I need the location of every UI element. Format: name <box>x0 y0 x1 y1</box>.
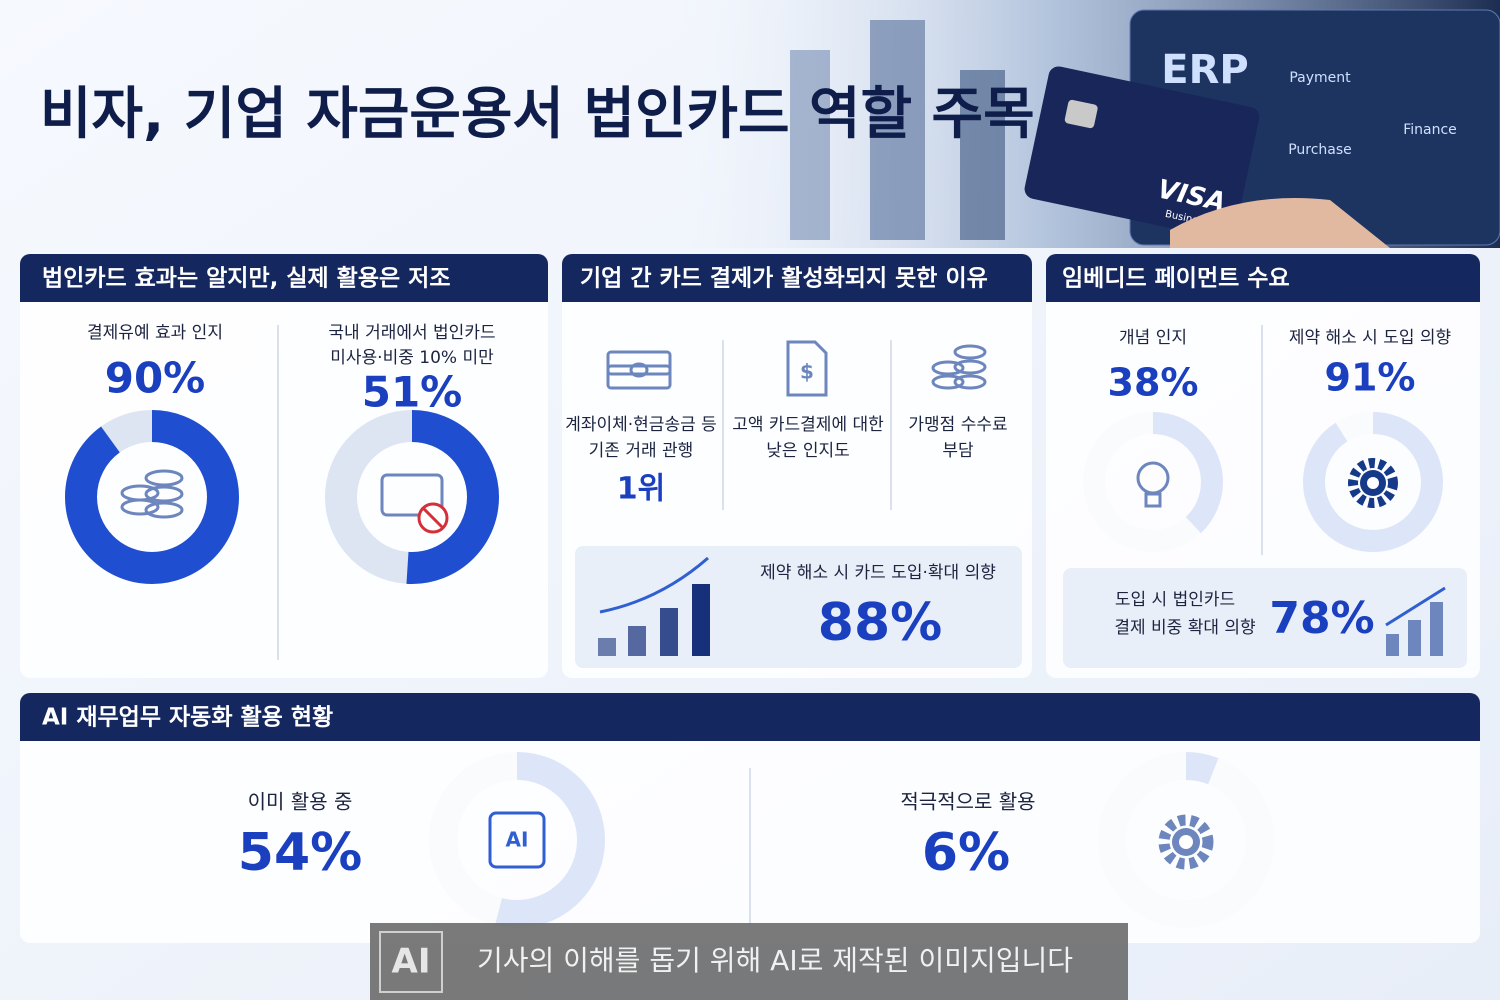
header-image: ERP Payment Purchase Finance VISA Busine… <box>680 0 1500 248</box>
donut-arc <box>325 410 499 584</box>
reason-text: 기존 거래 관행 <box>589 441 694 461</box>
highlight-label: 결제 비중 확대 의향 <box>1114 618 1255 638</box>
stat-label: 적극적으로 활용 <box>900 790 1035 814</box>
stat-label: 국내 거래에서 법인카드 <box>328 323 495 343</box>
stat-label: 미사용·비중 10% 미만 <box>330 348 494 368</box>
card-blocked-icon <box>380 473 449 534</box>
stat-value: 51% <box>362 368 463 417</box>
ai-chip-icon: AI <box>488 811 546 869</box>
panel-title: 기업 간 카드 결제가 활성화되지 못한 이유 <box>580 266 988 292</box>
panel-header <box>1046 254 1480 302</box>
reason-text: 고액 카드결제에 대한 <box>732 415 884 435</box>
reason-text: 가맹점 수수료 <box>908 415 1007 435</box>
chip-label: AI <box>506 828 529 852</box>
donut-arc <box>65 410 239 584</box>
highlight-value: 78% <box>1269 593 1374 644</box>
caption-icon: AI <box>392 942 431 982</box>
invoice-icon: $ <box>786 340 828 397</box>
caption-box <box>370 923 1128 1000</box>
svg-text:$: $ <box>800 360 814 384</box>
finance-label: Finance <box>1403 122 1457 138</box>
bulb-icon <box>1136 461 1170 508</box>
growth-icon <box>598 556 710 656</box>
gear-icon <box>1348 458 1398 508</box>
coins-icon <box>120 469 184 519</box>
stat-value: 90% <box>105 354 206 403</box>
caption-text: 기사의 이해를 돕기 위해 AI로 제작된 이미지입니다 <box>477 944 1073 977</box>
stat-label: 제약 해소 시 도입 의향 <box>1289 328 1451 348</box>
panel-title: AI 재무업무 자동화 활용 현황 <box>42 705 333 731</box>
cash-icon <box>606 350 672 390</box>
panel-title: 임베디드 페이먼트 수요 <box>1062 266 1290 292</box>
caption-icon-frame <box>379 931 443 993</box>
gear-icon <box>1158 814 1214 870</box>
reason-text: 부담 <box>942 441 974 461</box>
growth-icon <box>1385 586 1446 656</box>
panel-title: 법인카드 효과는 알지만, 실제 활용은 저조 <box>42 266 451 292</box>
panel-header <box>20 693 1480 741</box>
page-title: 비자, 기업 자금운용서 법인카드 역할 주목 <box>40 82 1035 147</box>
stat-value: 6% <box>922 823 1010 883</box>
panel-header <box>20 254 548 302</box>
stat-value: 54% <box>238 823 362 883</box>
highlight-label: 도입 시 법인카드 <box>1115 590 1235 610</box>
stat-value: 38% <box>1108 361 1199 405</box>
stat-label: 결제유예 효과 인지 <box>87 323 223 343</box>
coins-icon <box>931 344 987 390</box>
highlight-label: 제약 해소 시 카드 도입·확대 의향 <box>760 563 996 583</box>
reason-text: 낮은 인지도 <box>766 441 850 461</box>
stat-label: 개념 인지 <box>1119 328 1187 348</box>
erp-label: ERP <box>1161 47 1248 93</box>
payment-label: Payment <box>1289 70 1351 86</box>
purchase-label: Purchase <box>1288 142 1352 158</box>
panel-header <box>562 254 1032 302</box>
highlight-value: 88% <box>818 593 942 653</box>
stat-value: 91% <box>1325 356 1416 400</box>
reason-rank: 1위 <box>617 472 665 507</box>
highlight-box <box>1063 568 1467 668</box>
stat-label: 이미 활용 중 <box>248 790 353 814</box>
reason-text: 계좌이체·현금송금 등 <box>565 415 717 435</box>
